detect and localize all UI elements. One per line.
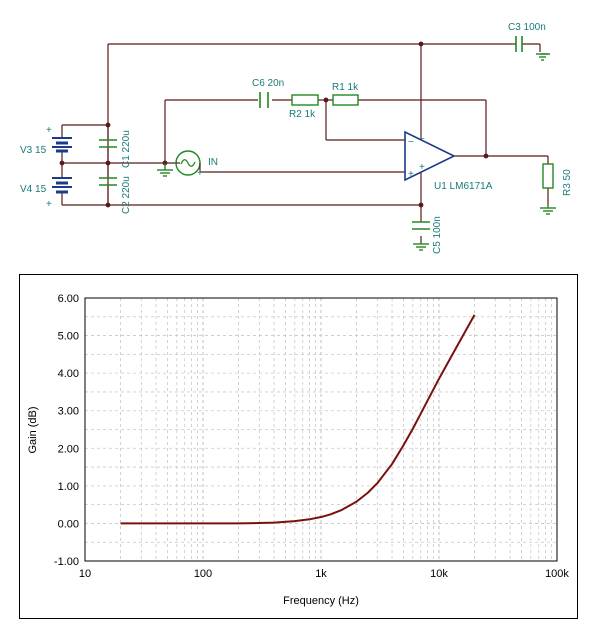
capacitor-c3-symbol <box>515 36 523 52</box>
gain-curve-line <box>120 314 476 525</box>
opamp-plus-pin: + <box>408 169 414 180</box>
plus-sign-v3: + <box>46 125 52 136</box>
y-tick-label: 1.00 <box>58 481 79 493</box>
label-c3: C3 100n <box>508 22 546 33</box>
label-r1: R1 1k <box>332 82 359 93</box>
plot-grid <box>84 297 558 562</box>
resistor-r2-symbol <box>291 94 319 106</box>
label-c6: C6 20n <box>252 78 284 89</box>
x-tick-label: 100 <box>194 568 212 580</box>
x-tick-label: 10k <box>430 568 448 580</box>
plot-area-frame <box>84 297 558 562</box>
opamp-minus-pin: − <box>408 137 414 148</box>
x-tick-label: 1k <box>315 568 327 580</box>
gain-plot-panel: -1.00 0.00 1.00 2.00 3.00 4.00 5.00 6.00 10 100 1… <box>19 274 578 619</box>
capacitor-c6-symbol <box>259 92 269 108</box>
label-c2: C2 220u <box>121 176 132 214</box>
label-c5: C5 100n <box>432 216 443 254</box>
capacitor-c5-symbol <box>412 221 430 230</box>
y-tick-label: -1.00 <box>54 556 79 568</box>
label-in: IN <box>208 157 218 168</box>
battery-v4-symbol <box>52 177 72 194</box>
y-tick-label: 6.00 <box>58 293 79 305</box>
opamp-plus-supply: + <box>419 162 425 173</box>
opamp-minus-supply: − <box>419 134 425 145</box>
capacitor-c1-symbol <box>99 139 117 148</box>
wires <box>61 43 549 244</box>
ground-symbols <box>157 53 556 251</box>
series-layer <box>120 314 476 525</box>
circuit-schematic: C3 100n C6 20n R1 1k R2 1k V3 15 V4 15 +… <box>20 22 573 254</box>
label-r3: R3 50 <box>562 169 573 196</box>
y-tick-label: 0.00 <box>58 518 79 530</box>
junction-dots <box>59 41 489 208</box>
label-r2: R2 1k <box>289 109 316 120</box>
resistor-r3-symbol <box>542 163 554 189</box>
opamp-u1-symbol <box>404 130 456 182</box>
label-c1: C1 220u <box>121 130 132 168</box>
x-tick-label: 100k <box>545 568 569 580</box>
x-tick-labels: 10 100 1k 10k 100k <box>79 568 570 580</box>
x-axis-label: Frequency (Hz) <box>283 595 359 607</box>
ac-source-symbol <box>175 150 201 176</box>
y-tick-label: 4.00 <box>58 368 79 380</box>
capacitor-c2-symbol <box>99 177 117 186</box>
label-u1: U1 LM6171A <box>434 181 493 192</box>
label-v3: V3 15 <box>20 145 47 156</box>
resistor-r1-symbol <box>332 94 359 106</box>
y-tick-label: 3.00 <box>58 406 79 418</box>
gain-plot: -1.000.001.002.003.004.005.006.00 10 100 1… <box>27 293 570 607</box>
y-tick-label: 5.00 <box>58 331 79 343</box>
y-tick-labels: -1.00 0.00 1.00 2.00 3.00 4.00 5.00 6.00 <box>54 293 79 568</box>
plus-sign-source: + <box>197 168 203 179</box>
battery-v3-symbol <box>52 137 72 153</box>
plus-sign-v4: + <box>46 199 52 210</box>
label-v4: V4 15 <box>20 184 47 195</box>
y-axis-label: Gain (dB) <box>27 406 39 453</box>
y-tick-label: 2.00 <box>58 443 79 455</box>
x-tick-label: 10 <box>79 568 91 580</box>
